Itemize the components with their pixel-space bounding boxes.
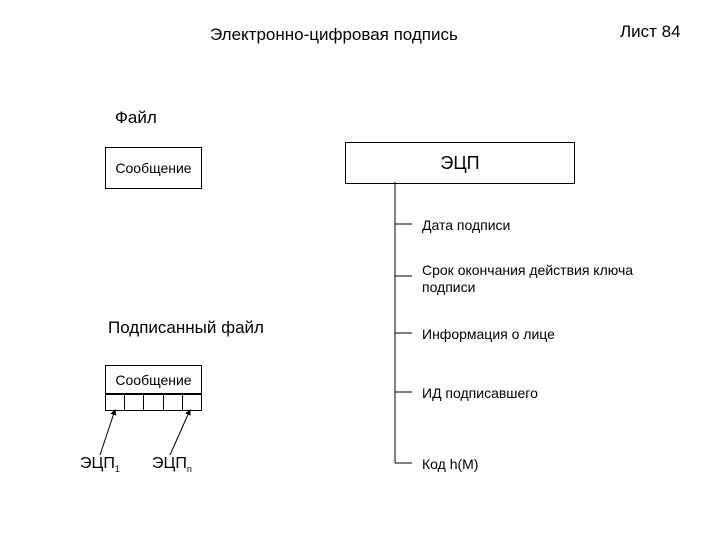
ecp-detail-0: Дата подписи [422,217,672,233]
ecpn-label: ЭЦПn [152,455,192,474]
ecp-detail-3: ИД подписавшего [422,385,672,401]
ecp-box: ЭЦП [345,142,575,184]
ecp-detail-1: Срок окончания действия ключа подписи [422,262,672,296]
file-heading: Файл [115,108,157,128]
page-title: Электронно-цифровая подпись [210,25,458,45]
ecp-strip [105,393,202,411]
ecp-detail-2: Информация о лице [422,326,672,342]
ecp1-label: ЭЦП1 [80,455,120,474]
message-box-top: Сообщение [105,147,202,189]
ecp-detail-4: Код h(M) [422,456,672,472]
message-box-top-label: Сообщение [115,160,191,176]
sheet-label: Лист 84 [620,22,681,42]
message-box-signed-label: Сообщение [115,372,191,388]
ecp-box-label: ЭЦП [440,153,479,174]
signed-file-heading: Подписанный файл [108,318,264,338]
message-box-signed: Сообщение [105,365,202,395]
